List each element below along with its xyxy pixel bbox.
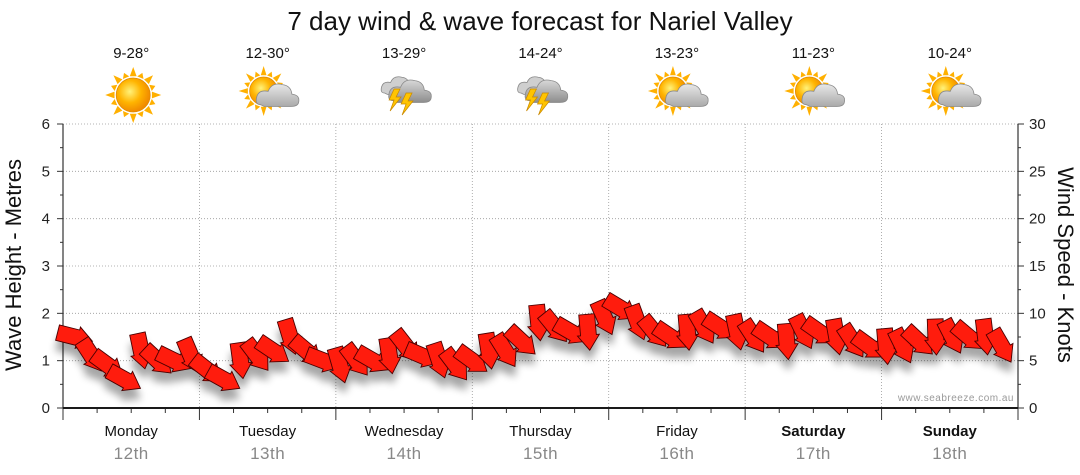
day-label: Wednesday xyxy=(365,423,444,440)
y-tick-label: 6 xyxy=(42,116,50,133)
day-label: Friday xyxy=(656,423,698,440)
date-label: 14th xyxy=(387,444,422,463)
partly-cloudy-icon xyxy=(920,66,982,116)
y2-tick-label: 5 xyxy=(1029,353,1037,370)
y-tick-label: 1 xyxy=(42,353,50,370)
sunny-icon xyxy=(105,67,162,123)
wind-arrow xyxy=(589,297,617,336)
date-label: 13th xyxy=(250,444,285,463)
date-label: 18th xyxy=(932,444,967,463)
thunderstorm-icon xyxy=(517,76,569,116)
axes xyxy=(57,123,1024,420)
partly-cloudy-icon xyxy=(238,66,300,116)
y2-tick-label: 30 xyxy=(1029,116,1046,133)
wind-arrow xyxy=(326,345,352,384)
y-tick-label: 4 xyxy=(42,211,50,228)
date-label: 17th xyxy=(796,444,831,463)
wind-arrow xyxy=(104,363,142,392)
wind-arrow xyxy=(985,326,1014,363)
y-tick-label: 2 xyxy=(42,305,50,322)
date-label: 16th xyxy=(659,444,694,463)
day-label: Sunday xyxy=(923,423,978,440)
partly-cloudy-icon xyxy=(647,66,709,116)
temp-range-label: 10-24° xyxy=(928,45,972,62)
watermark: www.seabreeze.com.au xyxy=(897,393,1014,404)
wind-arrow xyxy=(650,319,687,349)
y2-tick-label: 15 xyxy=(1029,258,1046,275)
wind-arrow xyxy=(488,331,517,368)
y2-tick-label: 0 xyxy=(1029,400,1037,417)
wind-arrow xyxy=(352,344,390,373)
y2-tick-label: 20 xyxy=(1029,211,1046,228)
chart-title: 7 day wind & wave forecast for Nariel Va… xyxy=(287,6,792,36)
y2-tick-label: 25 xyxy=(1029,163,1046,180)
day-label: Tuesday xyxy=(239,423,296,440)
wind-arrow xyxy=(253,333,290,363)
day-labels: Monday 12th 9-28° Tuesday 13th 12-30° Wednesda… xyxy=(105,45,978,463)
y-tick-label: 0 xyxy=(42,400,50,417)
wind-arrow xyxy=(203,363,241,392)
date-label: 15th xyxy=(523,444,558,463)
temp-range-label: 13-23° xyxy=(655,45,699,62)
partly-cloudy-icon xyxy=(784,66,845,116)
y-tick-label: 3 xyxy=(42,258,50,275)
y-axis-title: Wave Height - Metres xyxy=(1,159,26,371)
day-label: Thursday xyxy=(509,423,572,440)
temp-range-label: 12-30° xyxy=(245,45,289,62)
wind-arrow xyxy=(775,322,799,361)
thunderstorm-icon xyxy=(380,76,432,116)
day-label: Monday xyxy=(105,423,159,440)
temp-range-label: 13-29° xyxy=(382,45,426,62)
y-tick-label: 5 xyxy=(42,163,50,180)
wind-arrow xyxy=(502,322,536,355)
y2-axis-title: Wind Speed - Knots xyxy=(1053,167,1078,363)
weather-icons xyxy=(105,66,982,123)
left-axis-ticks: 0 1 2 3 4 5 6 xyxy=(42,116,50,417)
date-label: 12th xyxy=(114,444,149,463)
temp-range-label: 14-24° xyxy=(518,45,562,62)
temp-range-label: 11-23° xyxy=(792,45,835,62)
y2-tick-label: 10 xyxy=(1029,305,1046,322)
wind-arrow xyxy=(899,322,933,355)
grid-lines xyxy=(63,123,1018,408)
wind-arrows-series xyxy=(55,291,1014,392)
wind-arrow xyxy=(576,313,601,351)
right-axis-ticks: 0 5 10 15 20 25 30 xyxy=(1029,116,1046,417)
temp-range-label: 9-28° xyxy=(113,45,149,62)
wind-arrow xyxy=(750,319,786,349)
wind-arrow xyxy=(154,345,192,373)
day-label: Saturday xyxy=(781,423,846,440)
